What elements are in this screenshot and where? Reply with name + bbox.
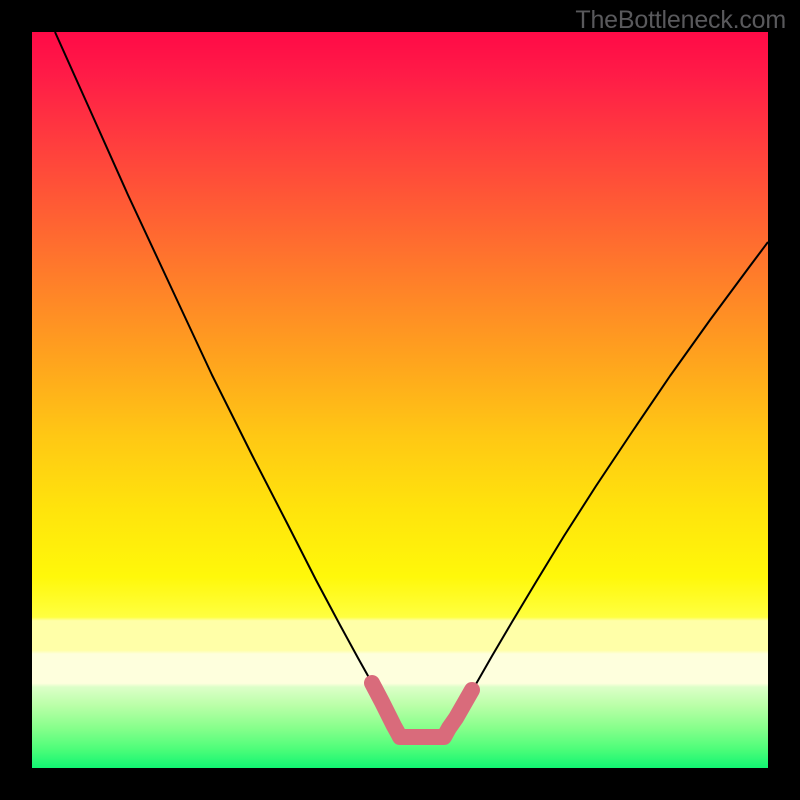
stage: TheBottleneck.com bbox=[0, 0, 800, 800]
pink-valley-cap bbox=[372, 683, 472, 737]
plot-area bbox=[32, 32, 768, 768]
watermark-text: TheBottleneck.com bbox=[575, 6, 786, 35]
black-v-curve bbox=[55, 32, 768, 737]
curve-layer bbox=[32, 32, 768, 768]
